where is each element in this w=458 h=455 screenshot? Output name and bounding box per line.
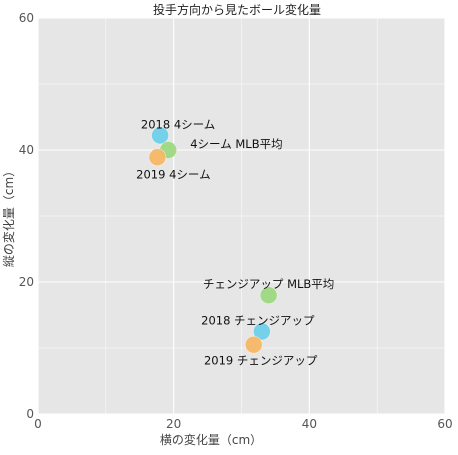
data-point-label: 2018 チェンジアップ <box>201 314 315 328</box>
tick-labels: 0 20 40 60 0 20 40 60 <box>19 11 453 431</box>
data-point-label: 2018 4シーム <box>141 117 215 131</box>
data-point <box>259 286 278 305</box>
y-tick-label: 60 <box>19 11 34 25</box>
y-axis-label: 縦の変化量（cm） <box>1 165 16 267</box>
x-tick-label: 20 <box>166 417 181 431</box>
x-tick-label: 40 <box>302 417 317 431</box>
data-point-label: 4シーム MLB平均 <box>190 137 282 151</box>
y-tick-label: 0 <box>26 407 34 421</box>
x-tick-label: 60 <box>437 417 452 431</box>
y-tick-label: 20 <box>19 275 34 289</box>
data-point <box>244 335 263 354</box>
data-point-label: 2019 チェンジアップ <box>204 354 318 368</box>
data-point <box>148 148 167 167</box>
x-axis-label: 横の変化量（cm） <box>160 432 262 447</box>
data-points <box>148 126 278 354</box>
y-tick-label: 40 <box>19 143 34 157</box>
data-point <box>253 322 271 341</box>
x-tick-label: 0 <box>34 417 42 431</box>
grid-lines <box>37 17 446 415</box>
chart-title: 投手方向から見たボール変化量 <box>153 2 321 17</box>
data-point <box>151 126 169 145</box>
data-point-label: 2019 4シーム <box>136 167 210 181</box>
data-point-label: チェンジアップ MLB平均 <box>203 277 334 291</box>
